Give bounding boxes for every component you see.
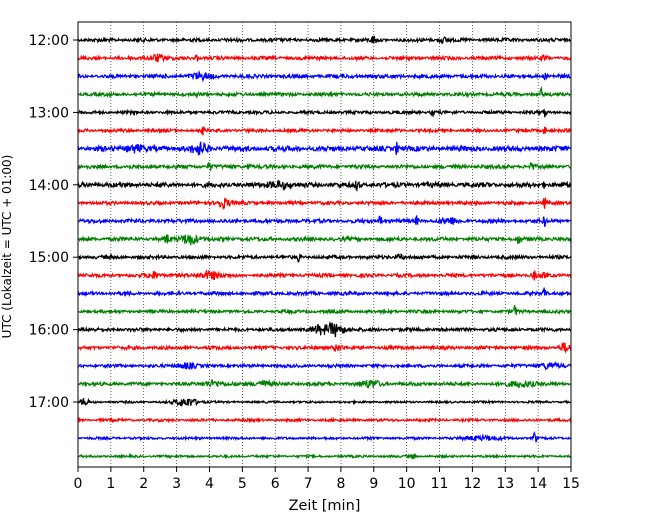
trace-line bbox=[77, 141, 572, 156]
trace-line bbox=[77, 69, 572, 83]
plot-frame bbox=[77, 21, 572, 468]
x-tick-label: 1 bbox=[106, 476, 115, 492]
trace-line bbox=[77, 269, 572, 281]
x-axis-label: Zeit [min] bbox=[289, 498, 361, 514]
y-tick-label: 13:00 bbox=[29, 105, 69, 121]
trace-line bbox=[77, 360, 572, 371]
x-tick-label: 12 bbox=[463, 476, 481, 492]
x-tick-label: 8 bbox=[336, 476, 345, 492]
trace-line bbox=[77, 126, 572, 136]
x-tick-label: 10 bbox=[398, 476, 416, 492]
trace-line bbox=[77, 197, 572, 211]
trace-line bbox=[77, 416, 572, 424]
x-tick-label: 13 bbox=[496, 476, 514, 492]
trace-line bbox=[77, 287, 572, 298]
y-tick-label: 12:00 bbox=[29, 33, 69, 49]
x-tick-label: 0 bbox=[74, 476, 83, 492]
traces bbox=[77, 35, 572, 460]
x-tick-label: 11 bbox=[431, 476, 449, 492]
trace-line bbox=[77, 305, 572, 316]
x-tick-label: 5 bbox=[238, 476, 247, 492]
y-tick-label: 17:00 bbox=[29, 395, 69, 411]
x-tick-label: 7 bbox=[304, 476, 313, 492]
x-tick-label: 15 bbox=[562, 476, 580, 492]
trace-line bbox=[77, 378, 572, 389]
trace-line bbox=[77, 320, 572, 338]
trace-line bbox=[77, 179, 572, 192]
trace-line bbox=[77, 452, 572, 460]
y-axis-label: UTC (Lokalzeit = UTC + 01:00) bbox=[0, 155, 14, 339]
y-axis: 12:00 13:00 14:00 15:00 16:00 17:00 bbox=[29, 33, 78, 411]
x-tick-label: 6 bbox=[271, 476, 280, 492]
trace-line bbox=[77, 252, 572, 263]
trace-line bbox=[77, 397, 572, 407]
trace-line bbox=[77, 53, 572, 63]
x-tick-label: 14 bbox=[529, 476, 547, 492]
trace-line bbox=[77, 215, 572, 228]
trace-line bbox=[77, 108, 572, 118]
y-tick-label: 16:00 bbox=[29, 323, 69, 339]
x-tick-label: 3 bbox=[172, 476, 181, 492]
x-axis: 0 1 2 3 4 5 6 7 8 9 10 11 12 13 14 15 bbox=[74, 467, 580, 492]
x-tick-label: 2 bbox=[139, 476, 148, 492]
x-tick-label: 9 bbox=[369, 476, 378, 492]
trace-line bbox=[77, 342, 572, 354]
trace-line bbox=[77, 430, 572, 443]
x-tick-label: 4 bbox=[205, 476, 214, 492]
y-tick-label: 15:00 bbox=[29, 250, 69, 266]
trace-line bbox=[77, 233, 572, 246]
vertical-grid bbox=[110, 22, 539, 467]
trace-line bbox=[77, 35, 572, 45]
trace-line bbox=[77, 86, 572, 100]
trace-line bbox=[77, 161, 572, 171]
y-tick-label: 14:00 bbox=[29, 178, 69, 194]
